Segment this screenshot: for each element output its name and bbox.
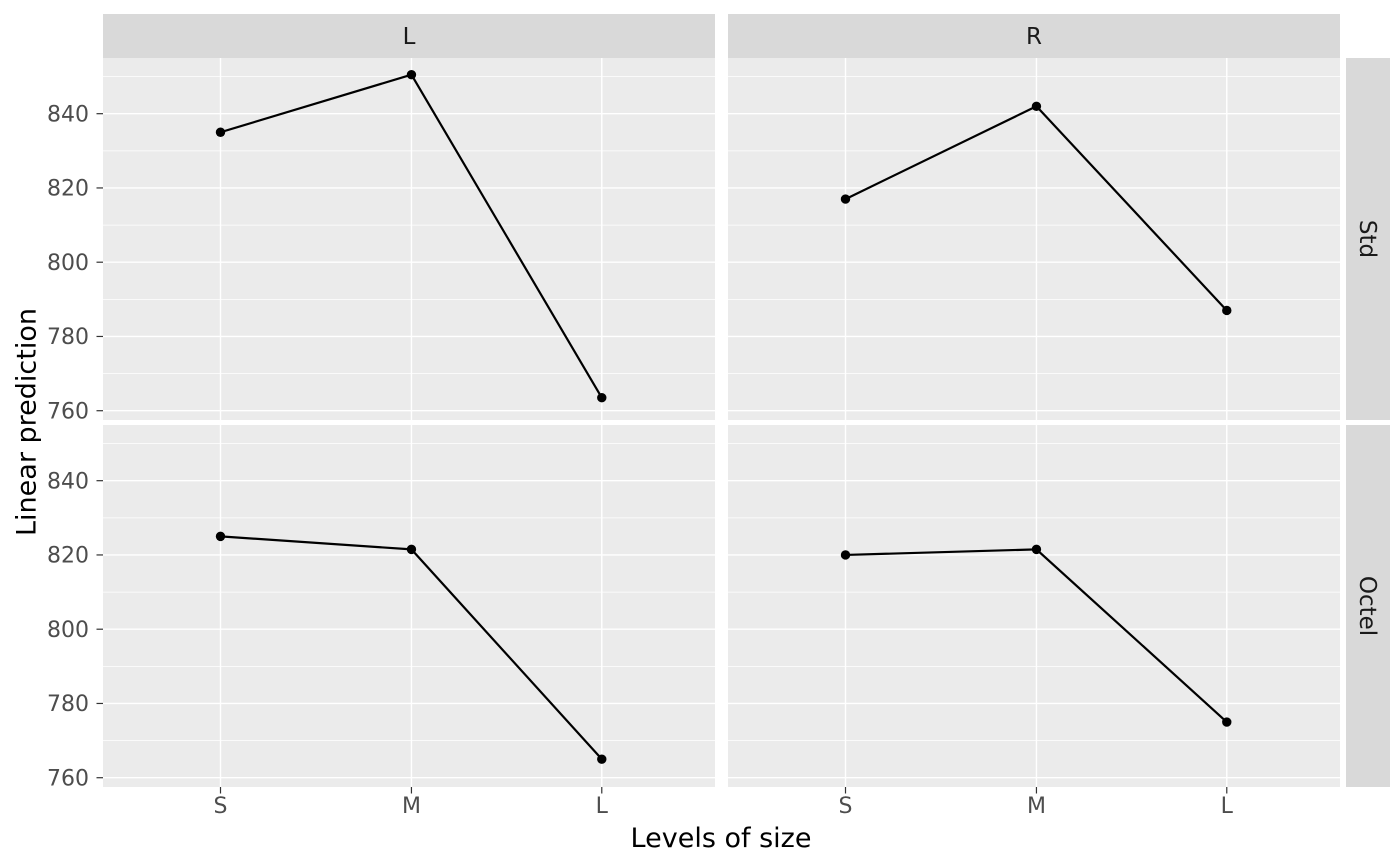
panels-layer <box>103 58 1340 787</box>
panel-background <box>728 58 1340 420</box>
x-tick-label: S <box>839 794 853 819</box>
row-facet-strips: Std Octel <box>1346 58 1390 787</box>
data-point <box>840 550 851 560</box>
x-tick-label: S <box>214 794 228 819</box>
x-tick-label: M <box>402 794 421 819</box>
data-point <box>597 754 607 764</box>
data-point <box>840 194 851 204</box>
x-axis-title: Levels of size <box>631 823 812 854</box>
x-tick-label: M <box>1027 794 1046 819</box>
y-tick-label: 820 <box>47 177 89 202</box>
y-tick-label: 760 <box>47 766 89 791</box>
y-tick-label: 780 <box>47 325 89 350</box>
y-tick-label: 800 <box>47 251 89 276</box>
x-tick-label: L <box>596 794 609 819</box>
panel-background <box>103 425 715 787</box>
data-point <box>215 127 226 137</box>
facet-strip-row-bottom <box>1346 425 1390 787</box>
y-tick-label: 780 <box>47 692 89 717</box>
facet-strip-label-col-right: R <box>1026 24 1042 50</box>
y-tick-label: 840 <box>47 102 89 127</box>
facet-strip-row-top <box>1346 58 1390 420</box>
facet-strip-col-left <box>103 14 715 58</box>
y-tick-label: 840 <box>47 469 89 494</box>
data-point <box>406 544 417 555</box>
panel-background <box>103 58 715 420</box>
x-tick-label: L <box>1221 794 1234 819</box>
facet-strip-label-col-left: L <box>403 24 416 50</box>
data-point <box>1222 717 1232 727</box>
data-point <box>1031 544 1042 555</box>
facet-strip-label-row-top: Std <box>1354 220 1380 258</box>
axes-layer: 760 780 800 820 840 760 780 800 820 840 S M L S M L <box>47 102 1234 819</box>
facet-strip-label-row-bottom: Octel <box>1354 576 1380 636</box>
y-axis-title: Linear prediction <box>11 308 42 536</box>
y-tick-label: 760 <box>47 399 89 424</box>
y-tick-label: 800 <box>47 618 89 643</box>
column-facet-strips: L R <box>103 14 1340 58</box>
data-point <box>1031 101 1042 111</box>
data-point <box>1222 305 1232 316</box>
panel-background <box>728 425 1340 787</box>
data-point <box>597 393 607 403</box>
y-tick-label: 820 <box>47 544 89 569</box>
data-point <box>215 531 226 542</box>
facet-strip-col-right <box>728 14 1340 58</box>
data-point <box>406 70 417 80</box>
